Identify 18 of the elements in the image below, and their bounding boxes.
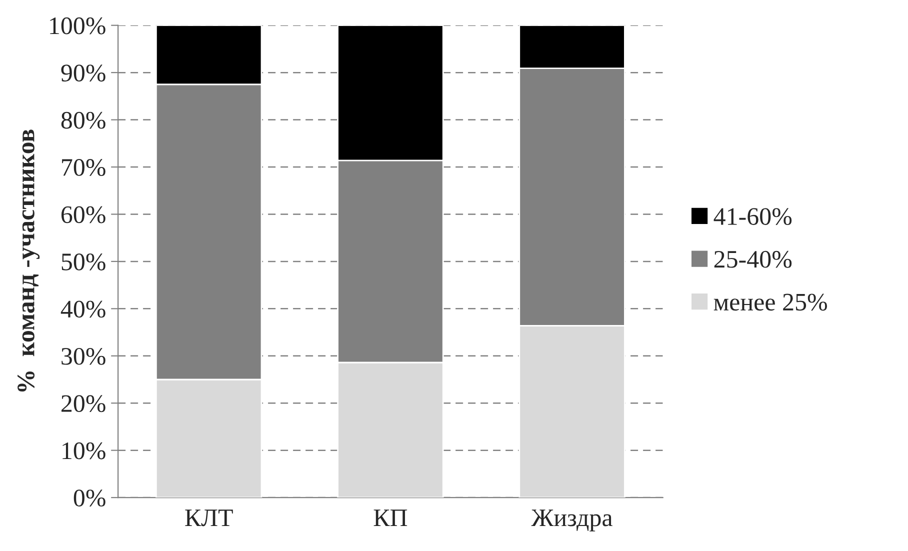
y-tick-label: 80% [61, 112, 106, 129]
x-tick-label: Жиздра [531, 510, 612, 532]
y-tick-label: 0% [74, 490, 106, 507]
y-tick-label: 20% [62, 395, 106, 412]
legend-label: 25-40% [714, 250, 792, 268]
x-tick-label: КП [374, 510, 408, 526]
y-tick-label: 90% [61, 64, 106, 82]
y-tick-label: 100% [50, 17, 106, 34]
y-tick-label: 10% [62, 442, 106, 460]
y-axis-title: % команд -участников [18, 130, 40, 392]
y-tick-label: 60% [61, 206, 106, 224]
legend-label: менее 25% [714, 294, 827, 311]
legend-label: 41-60% [714, 208, 792, 226]
y-tick-label: 40% [60, 300, 106, 318]
y-tick-label: 70% [62, 159, 106, 176]
x-tick-label: КЛТ [185, 510, 233, 526]
y-tick-label: 30% [62, 348, 106, 365]
y-tick-label: 50% [62, 254, 106, 270]
